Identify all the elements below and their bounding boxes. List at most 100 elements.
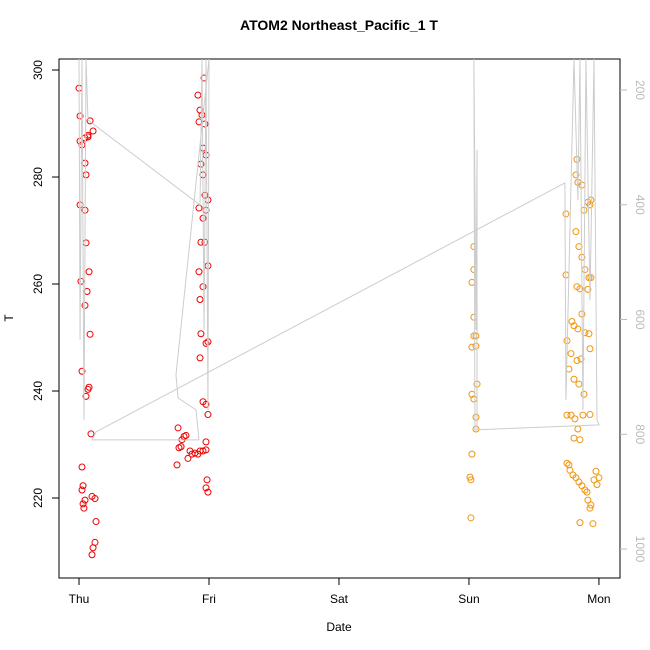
x-tick-label: Sat	[330, 592, 349, 606]
point	[79, 500, 87, 508]
point	[572, 228, 580, 236]
point	[586, 411, 594, 419]
point	[204, 196, 212, 204]
point	[567, 411, 575, 419]
point	[199, 447, 207, 455]
point	[581, 266, 589, 274]
point	[85, 268, 93, 276]
point	[80, 504, 88, 512]
y-tick-label: 280	[31, 167, 45, 187]
point	[575, 243, 583, 251]
point	[91, 495, 99, 503]
point	[472, 413, 480, 421]
point	[199, 283, 207, 291]
point	[195, 268, 203, 276]
point	[563, 411, 571, 419]
point	[82, 392, 90, 400]
point	[85, 383, 93, 391]
x-axis-label: Date	[326, 620, 352, 634]
point	[184, 454, 192, 462]
depth-line	[78, 59, 600, 441]
point	[88, 551, 96, 559]
point	[174, 424, 182, 432]
point	[586, 345, 594, 353]
point	[562, 271, 570, 279]
x-tick-label: Fri	[202, 592, 216, 606]
point	[576, 519, 584, 527]
point	[79, 482, 87, 490]
plot-area	[75, 59, 603, 559]
point	[89, 127, 97, 135]
point	[195, 204, 203, 212]
point	[202, 484, 210, 492]
point	[76, 112, 84, 120]
point	[585, 274, 593, 282]
point	[570, 375, 578, 383]
point	[197, 330, 205, 338]
x-tick-label: Thu	[69, 592, 90, 606]
point	[585, 330, 593, 338]
point	[194, 91, 202, 99]
point	[572, 171, 580, 179]
y-axis-label: T	[2, 314, 16, 322]
y-tick-label: 240	[31, 381, 45, 401]
point	[573, 357, 581, 365]
point	[182, 431, 190, 439]
point	[87, 430, 95, 438]
x-tick-label: Sun	[458, 592, 479, 606]
point	[84, 131, 92, 139]
point	[89, 544, 97, 552]
point	[580, 206, 588, 214]
point	[86, 330, 94, 338]
y-tick-label: 220	[31, 488, 45, 508]
y2-tick-label: 400	[633, 195, 647, 215]
point	[579, 411, 587, 419]
plot-frame	[58, 58, 621, 579]
point	[78, 486, 86, 494]
point	[468, 343, 476, 351]
y-tick-label: 260	[31, 274, 45, 294]
x-tick-label: Mon	[587, 592, 610, 606]
point	[576, 285, 584, 293]
y2-tick-label: 600	[633, 309, 647, 329]
point	[575, 380, 583, 388]
point	[202, 400, 210, 408]
point	[204, 488, 212, 496]
point	[589, 520, 597, 528]
point	[78, 367, 86, 375]
point	[83, 288, 91, 296]
point	[204, 411, 212, 419]
point	[568, 317, 576, 325]
y2-tick-label: 200	[633, 80, 647, 100]
point	[472, 332, 480, 340]
point	[86, 117, 94, 125]
point	[574, 325, 582, 333]
point	[202, 339, 210, 347]
point	[472, 342, 480, 350]
point	[81, 496, 89, 504]
point	[580, 390, 588, 398]
point	[574, 425, 582, 433]
point	[177, 443, 185, 451]
point	[563, 459, 571, 467]
point	[467, 514, 475, 522]
point	[562, 210, 570, 218]
point	[203, 476, 211, 484]
point	[576, 436, 584, 444]
point	[468, 450, 476, 458]
point	[584, 285, 592, 293]
y2-tick-label: 800	[633, 424, 647, 444]
point	[567, 350, 575, 358]
point	[82, 239, 90, 247]
point	[577, 355, 585, 363]
point	[593, 481, 601, 489]
point	[76, 137, 84, 145]
point	[92, 518, 100, 526]
point	[197, 238, 205, 246]
point	[78, 463, 86, 471]
point	[595, 474, 603, 482]
point	[586, 201, 594, 209]
point	[583, 488, 591, 496]
point	[570, 434, 578, 442]
